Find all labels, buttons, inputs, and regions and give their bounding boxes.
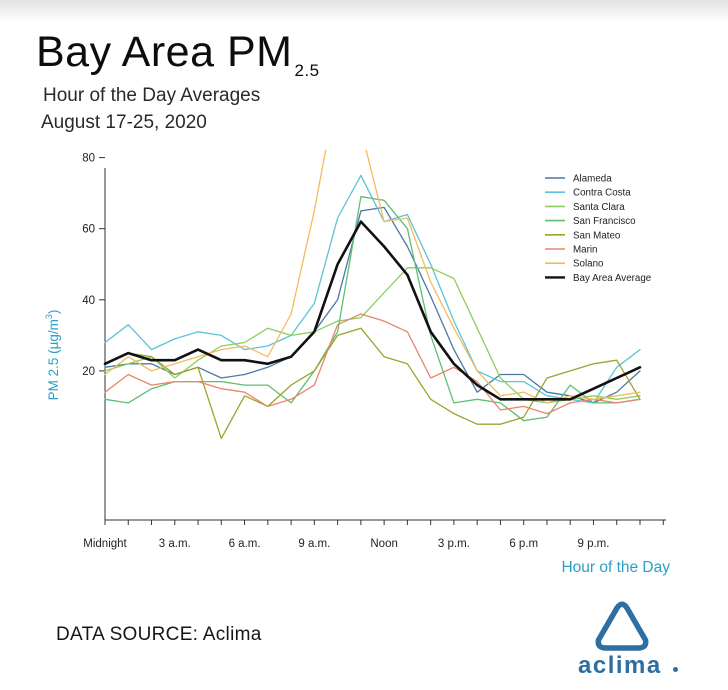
y-axis-title: PM 2.5 (µg/m3) (44, 310, 61, 401)
aclima-logo-text: aclima (578, 652, 662, 679)
chart-subtitle: Hour of the Day Averages (43, 85, 261, 106)
x-tick-label-3-p-m-: 3 p.m. (438, 538, 470, 550)
chart-date-range: August 17-25, 2020 (41, 112, 207, 133)
series-line-marin (104, 313, 641, 415)
legend-label-santa-clara: Santa Clara (573, 202, 625, 213)
legend-label-alameda: Alameda (573, 174, 612, 185)
y-tick-label-20: 20 (82, 366, 95, 378)
top-shadow-bar (0, 0, 728, 22)
legend-label-contra-costa: Contra Costa (573, 188, 631, 199)
x-tick-label-6-a-m-: 6 a.m. (229, 538, 261, 550)
y-tick-label-40: 40 (82, 295, 95, 307)
series-line-solano (104, 150, 641, 404)
x-tick-label-9-p-m-: 9 p.m. (577, 538, 609, 550)
series-line-san-francisco (104, 196, 641, 422)
y-tick-label-80: 80 (82, 153, 95, 165)
x-tick-label-3-a-m-: 3 a.m. (159, 538, 191, 550)
legend-label-solano: Solano (573, 259, 604, 270)
aclima-logo-icon (595, 601, 649, 651)
legend-label-san-mateo: San Mateo (573, 230, 621, 241)
chart-title-text: Bay Area PM (36, 28, 293, 76)
x-axis-title: Hour of the Day (561, 559, 670, 576)
chart-title-subscript: 2.5 (294, 61, 320, 80)
x-tick-label-6-p-m: 6 p.m (509, 538, 538, 550)
legend-label-san-francisco: San Francisco (573, 216, 636, 227)
x-tick-label-noon: Noon (370, 538, 398, 550)
x-tick-label-9-a-m-: 9 a.m. (298, 538, 330, 550)
x-tick-label-midnight: Midnight (83, 538, 127, 550)
data-source-label: DATA SOURCE: Aclima (56, 624, 262, 645)
legend-label-marin: Marin (573, 245, 598, 256)
series-line-san-mateo (104, 327, 641, 440)
legend-label-bay-area-average: Bay Area Average (573, 273, 652, 284)
chart-title: Bay Area PM 2.5 (36, 28, 320, 80)
line-chart: 20 40 60 80 Midnight 3 a.m. 6 a.m. 9 a.m. Noon 3 … (44, 150, 670, 576)
y-tick-label-60: 60 (82, 224, 95, 236)
series-line-bay-area-average (103, 220, 642, 401)
logo-trademark-dot (673, 667, 678, 672)
